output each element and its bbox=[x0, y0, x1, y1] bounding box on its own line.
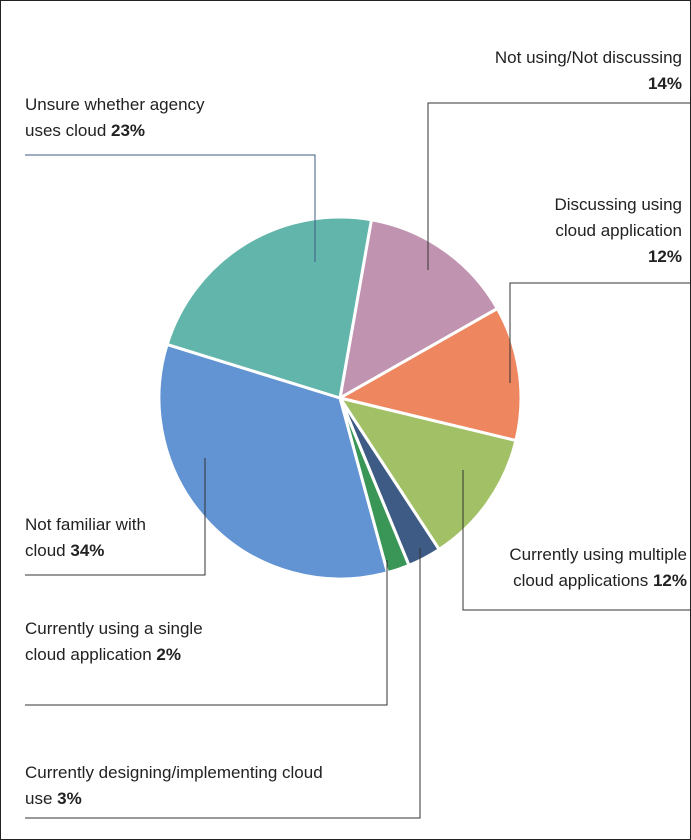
category: Currently using a single cloud applicati… bbox=[25, 619, 203, 664]
pie-slice bbox=[337, 218, 500, 401]
pie-slice bbox=[165, 215, 374, 400]
value-label: 23% bbox=[111, 121, 146, 140]
pie-slice bbox=[336, 395, 518, 552]
category: Not using/Not discussing bbox=[494, 48, 682, 67]
slice-label: Currently using a single cloud applicati… bbox=[25, 616, 240, 668]
leader-lines bbox=[25, 102, 690, 819]
category: Discussing using cloud application bbox=[554, 195, 682, 240]
slice-label: Unsure whether agency uses cloud 23% bbox=[25, 92, 225, 144]
category: Not familiar with cloud bbox=[25, 515, 146, 560]
slice-label: Currently using multiple cloud applicati… bbox=[472, 542, 687, 594]
value-label: 12% bbox=[647, 247, 682, 266]
slice-label: Discussing using cloud application 12% bbox=[522, 192, 682, 270]
slice-label: Currently designing/implementing cloud u… bbox=[25, 760, 325, 812]
value-label: 3% bbox=[57, 789, 82, 808]
category: Currently designing/implementing cloud u… bbox=[25, 763, 323, 808]
category: Unsure whether agency uses cloud bbox=[25, 95, 205, 140]
value-label: 2% bbox=[156, 645, 181, 664]
slice-label: Not using/Not discussing 14% bbox=[422, 45, 682, 97]
slice-label: Not familiar with cloud 34% bbox=[25, 512, 175, 564]
value-label: 12% bbox=[652, 571, 687, 590]
category: Currently using multiple cloud applicati… bbox=[509, 545, 687, 590]
pie-slice bbox=[157, 342, 390, 581]
value-label: 14% bbox=[647, 74, 682, 93]
value-label: 34% bbox=[70, 541, 105, 560]
